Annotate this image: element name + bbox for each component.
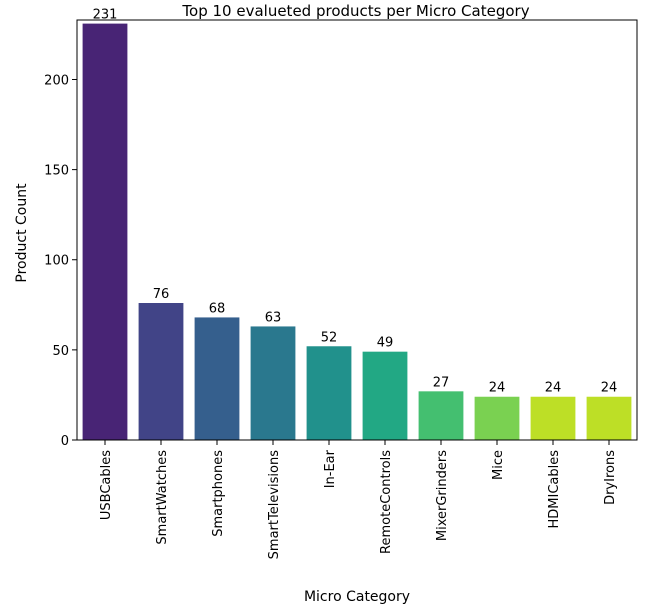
plot-area: 0 50 100 150 200 231 USBCables 76 SmartWatches 68… bbox=[44, 8, 632, 560]
bar bbox=[250, 326, 296, 440]
y-tick-label: 150 bbox=[44, 164, 69, 179]
bar bbox=[586, 396, 632, 440]
bar-value-label: 68 bbox=[209, 301, 226, 316]
x-tick-label: SmartWatches bbox=[155, 450, 170, 545]
x-axis-label: Micro Category bbox=[304, 589, 410, 605]
bar bbox=[362, 351, 408, 440]
bar-value-label: 24 bbox=[545, 381, 562, 396]
bar bbox=[82, 23, 128, 440]
bar-value-label: 63 bbox=[265, 310, 282, 325]
chart-title: Top 10 evalueted products per Micro Cate… bbox=[181, 2, 529, 20]
x-tick-label: RemoteControls bbox=[379, 450, 394, 554]
bar bbox=[194, 317, 240, 440]
x-tick-label: Mice bbox=[491, 450, 506, 480]
x-tick-label: HDMICables bbox=[547, 450, 562, 529]
x-tick-label: MixerGrinders bbox=[435, 450, 450, 541]
bar bbox=[138, 303, 184, 440]
y-tick-label: 50 bbox=[52, 344, 69, 359]
bar-value-label: 52 bbox=[321, 330, 338, 345]
bar bbox=[306, 346, 352, 440]
bar bbox=[474, 396, 520, 440]
y-tick-label: 0 bbox=[61, 434, 69, 449]
bar bbox=[418, 391, 464, 440]
y-tick-label: 200 bbox=[44, 73, 69, 88]
bar-value-label: 27 bbox=[433, 375, 450, 390]
y-axis-label: Product Count bbox=[14, 183, 30, 283]
x-tick-label: USBCables bbox=[99, 450, 114, 520]
bar bbox=[530, 396, 576, 440]
plot-frame bbox=[76, 19, 638, 441]
x-tick-label: Smartphones bbox=[211, 450, 226, 537]
x-tick-label: In-Ear bbox=[323, 449, 338, 488]
bar-value-label: 231 bbox=[93, 8, 118, 23]
x-tick-label: SmartTelevisions bbox=[267, 450, 282, 560]
x-tick-label: DryIrons bbox=[603, 450, 618, 505]
y-tick-label: 100 bbox=[44, 254, 69, 269]
bar-value-label: 24 bbox=[489, 381, 506, 396]
bar-value-label: 49 bbox=[377, 336, 394, 351]
bar-value-label: 76 bbox=[153, 287, 170, 302]
bar-value-label: 24 bbox=[601, 381, 618, 396]
